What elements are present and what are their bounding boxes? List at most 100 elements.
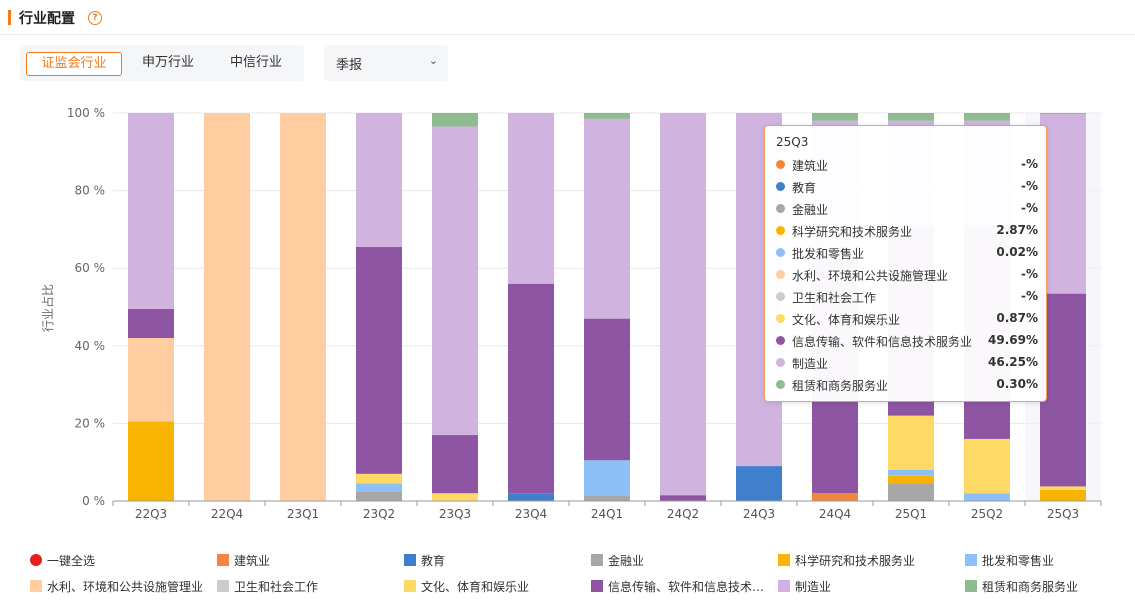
series-dot-icon: [776, 292, 785, 301]
bar-segment[interactable]: [432, 435, 478, 494]
legend-swatch: [778, 554, 790, 566]
legend-label: 一键全选: [47, 554, 96, 568]
bar-segment[interactable]: [584, 113, 630, 119]
tooltip-row: 卫生和社会工作 -%: [776, 288, 1038, 306]
x-tick-label: 25Q2: [971, 507, 1003, 521]
bar-segment[interactable]: [204, 113, 250, 501]
title-accent-bar: [8, 10, 11, 25]
tooltip-series-name: 建筑业: [792, 159, 829, 173]
bar-segment[interactable]: [432, 126, 478, 436]
bar-segment[interactable]: [508, 493, 554, 501]
legend-label: 科学研究和技术服务业: [795, 554, 916, 568]
bar-segment[interactable]: [584, 460, 630, 496]
legend-label: 水利、环境和公共设施管理业: [47, 580, 204, 594]
x-tick-label: 25Q3: [1047, 507, 1079, 521]
bar-segment[interactable]: [508, 113, 554, 284]
legend-swatch: [591, 554, 603, 566]
tooltip-series-value: 0.02%: [996, 245, 1038, 259]
bar-segment[interactable]: [356, 113, 402, 247]
tooltip-series-value: -%: [1020, 267, 1038, 281]
tooltip-series-name: 卫生和社会工作: [792, 291, 877, 305]
tooltip-series-name: 租赁和商务服务业: [792, 379, 889, 393]
bar-segment[interactable]: [660, 495, 706, 501]
bar-segment[interactable]: [432, 493, 478, 501]
bar-segment[interactable]: [964, 493, 1010, 501]
series-dot-icon: [776, 204, 785, 213]
section-header: 行业配置 ?: [0, 0, 1135, 35]
industry-standard-tabs: 证监会行业 申万行业 中信行业: [20, 45, 304, 81]
legend-label: 文化、体育和娱乐业: [421, 580, 530, 594]
bar-segment[interactable]: [128, 421, 174, 501]
bar-segment[interactable]: [508, 283, 554, 494]
bar-segment[interactable]: [888, 475, 934, 484]
bar-segment[interactable]: [584, 318, 630, 461]
tooltip-row: 水利、环境和公共设施管理业 -%: [776, 266, 1038, 284]
bar-segment[interactable]: [1040, 114, 1086, 294]
tooltip-series-name: 文化、体育和娱乐业: [792, 313, 901, 327]
bar-segment[interactable]: [584, 118, 630, 319]
x-axis-ticks: 22Q3 22Q4 23Q1 23Q2 23Q3 23Q4 24Q1 24Q2 24Q3 24Q4…: [112, 501, 1102, 521]
legend-label: 教育: [421, 554, 446, 568]
bar-segment[interactable]: [1040, 113, 1086, 115]
tooltip-series-name: 批发和零售业: [792, 247, 865, 261]
bar-segment[interactable]: [736, 466, 782, 501]
bar-segment[interactable]: [888, 483, 934, 501]
tooltip-row: 金融业 -%: [776, 200, 1038, 218]
y-axis-label: 行业占比: [40, 284, 55, 332]
series-dot-icon: [776, 314, 785, 323]
bar-segment[interactable]: [660, 113, 706, 496]
y-tick-label: 60 %: [75, 261, 106, 275]
tooltip-series-value: 46.25%: [988, 355, 1038, 369]
bar-segment[interactable]: [812, 113, 858, 121]
bar-segment[interactable]: [128, 338, 174, 422]
bar-segment[interactable]: [1040, 486, 1086, 490]
y-tick-label: 40 %: [75, 339, 106, 353]
y-tick-label: 20 %: [75, 416, 106, 430]
legend-label: 卫生和社会工作: [234, 580, 319, 594]
series-dot-icon: [776, 270, 785, 279]
tooltip-row: 信息传输、软件和信息技术服务业 49.69%: [776, 332, 1038, 350]
tooltip-title: 25Q3: [776, 135, 809, 149]
bar-segment[interactable]: [280, 113, 326, 501]
bar-segment[interactable]: [432, 113, 478, 127]
tooltip-series-name: 科学研究和技术服务业: [792, 225, 913, 239]
tooltip-row: 科学研究和技术服务业 2.87%: [776, 222, 1038, 240]
series-dot-icon: [776, 182, 785, 191]
tooltip-series-value: 2.87%: [996, 223, 1038, 237]
tooltip-series-value: 0.30%: [996, 377, 1038, 391]
tooltip-series-value: 0.87%: [996, 311, 1038, 325]
bar-segment[interactable]: [812, 493, 858, 501]
x-tick-label: 24Q2: [667, 507, 699, 521]
bar-segment[interactable]: [1040, 489, 1086, 501]
tooltip-series-value: -%: [1020, 289, 1038, 303]
bar-segment[interactable]: [356, 473, 402, 484]
legend-swatch: [404, 580, 416, 592]
bar-segment[interactable]: [888, 469, 934, 476]
bar-segment[interactable]: [128, 308, 174, 339]
help-icon[interactable]: ?: [88, 11, 102, 25]
bar-segment[interactable]: [356, 491, 402, 501]
tooltip-row: 批发和零售业 0.02%: [776, 244, 1038, 262]
bar-segment[interactable]: [1040, 293, 1086, 487]
x-tick-label: 22Q3: [135, 507, 167, 521]
bar-segment[interactable]: [888, 113, 934, 121]
tooltip-row: 制造业 46.25%: [776, 354, 1038, 372]
chevron-down-icon: ⌄: [428, 54, 438, 67]
tab-csrc-industry[interactable]: 证监会行业: [26, 52, 122, 76]
bar-segment[interactable]: [356, 483, 402, 492]
tab-citic-industry[interactable]: 中信行业: [229, 55, 282, 70]
tooltip-series-name: 金融业: [792, 203, 829, 217]
tooltip-row: 建筑业 -%: [776, 156, 1038, 174]
bar-segment[interactable]: [356, 246, 402, 474]
bar-segment[interactable]: [964, 113, 1010, 121]
bar-segment[interactable]: [584, 495, 630, 501]
legend-swatch: [217, 554, 229, 566]
bar-segment[interactable]: [964, 438, 1010, 494]
tooltip-series-name: 制造业: [792, 357, 829, 371]
bar-segment[interactable]: [128, 113, 174, 309]
period-select[interactable]: 季报 ⌄: [324, 45, 448, 81]
x-tick-label: 22Q4: [211, 507, 243, 521]
bar-segment[interactable]: [888, 415, 934, 470]
tab-sw-industry[interactable]: 申万行业: [141, 55, 194, 70]
